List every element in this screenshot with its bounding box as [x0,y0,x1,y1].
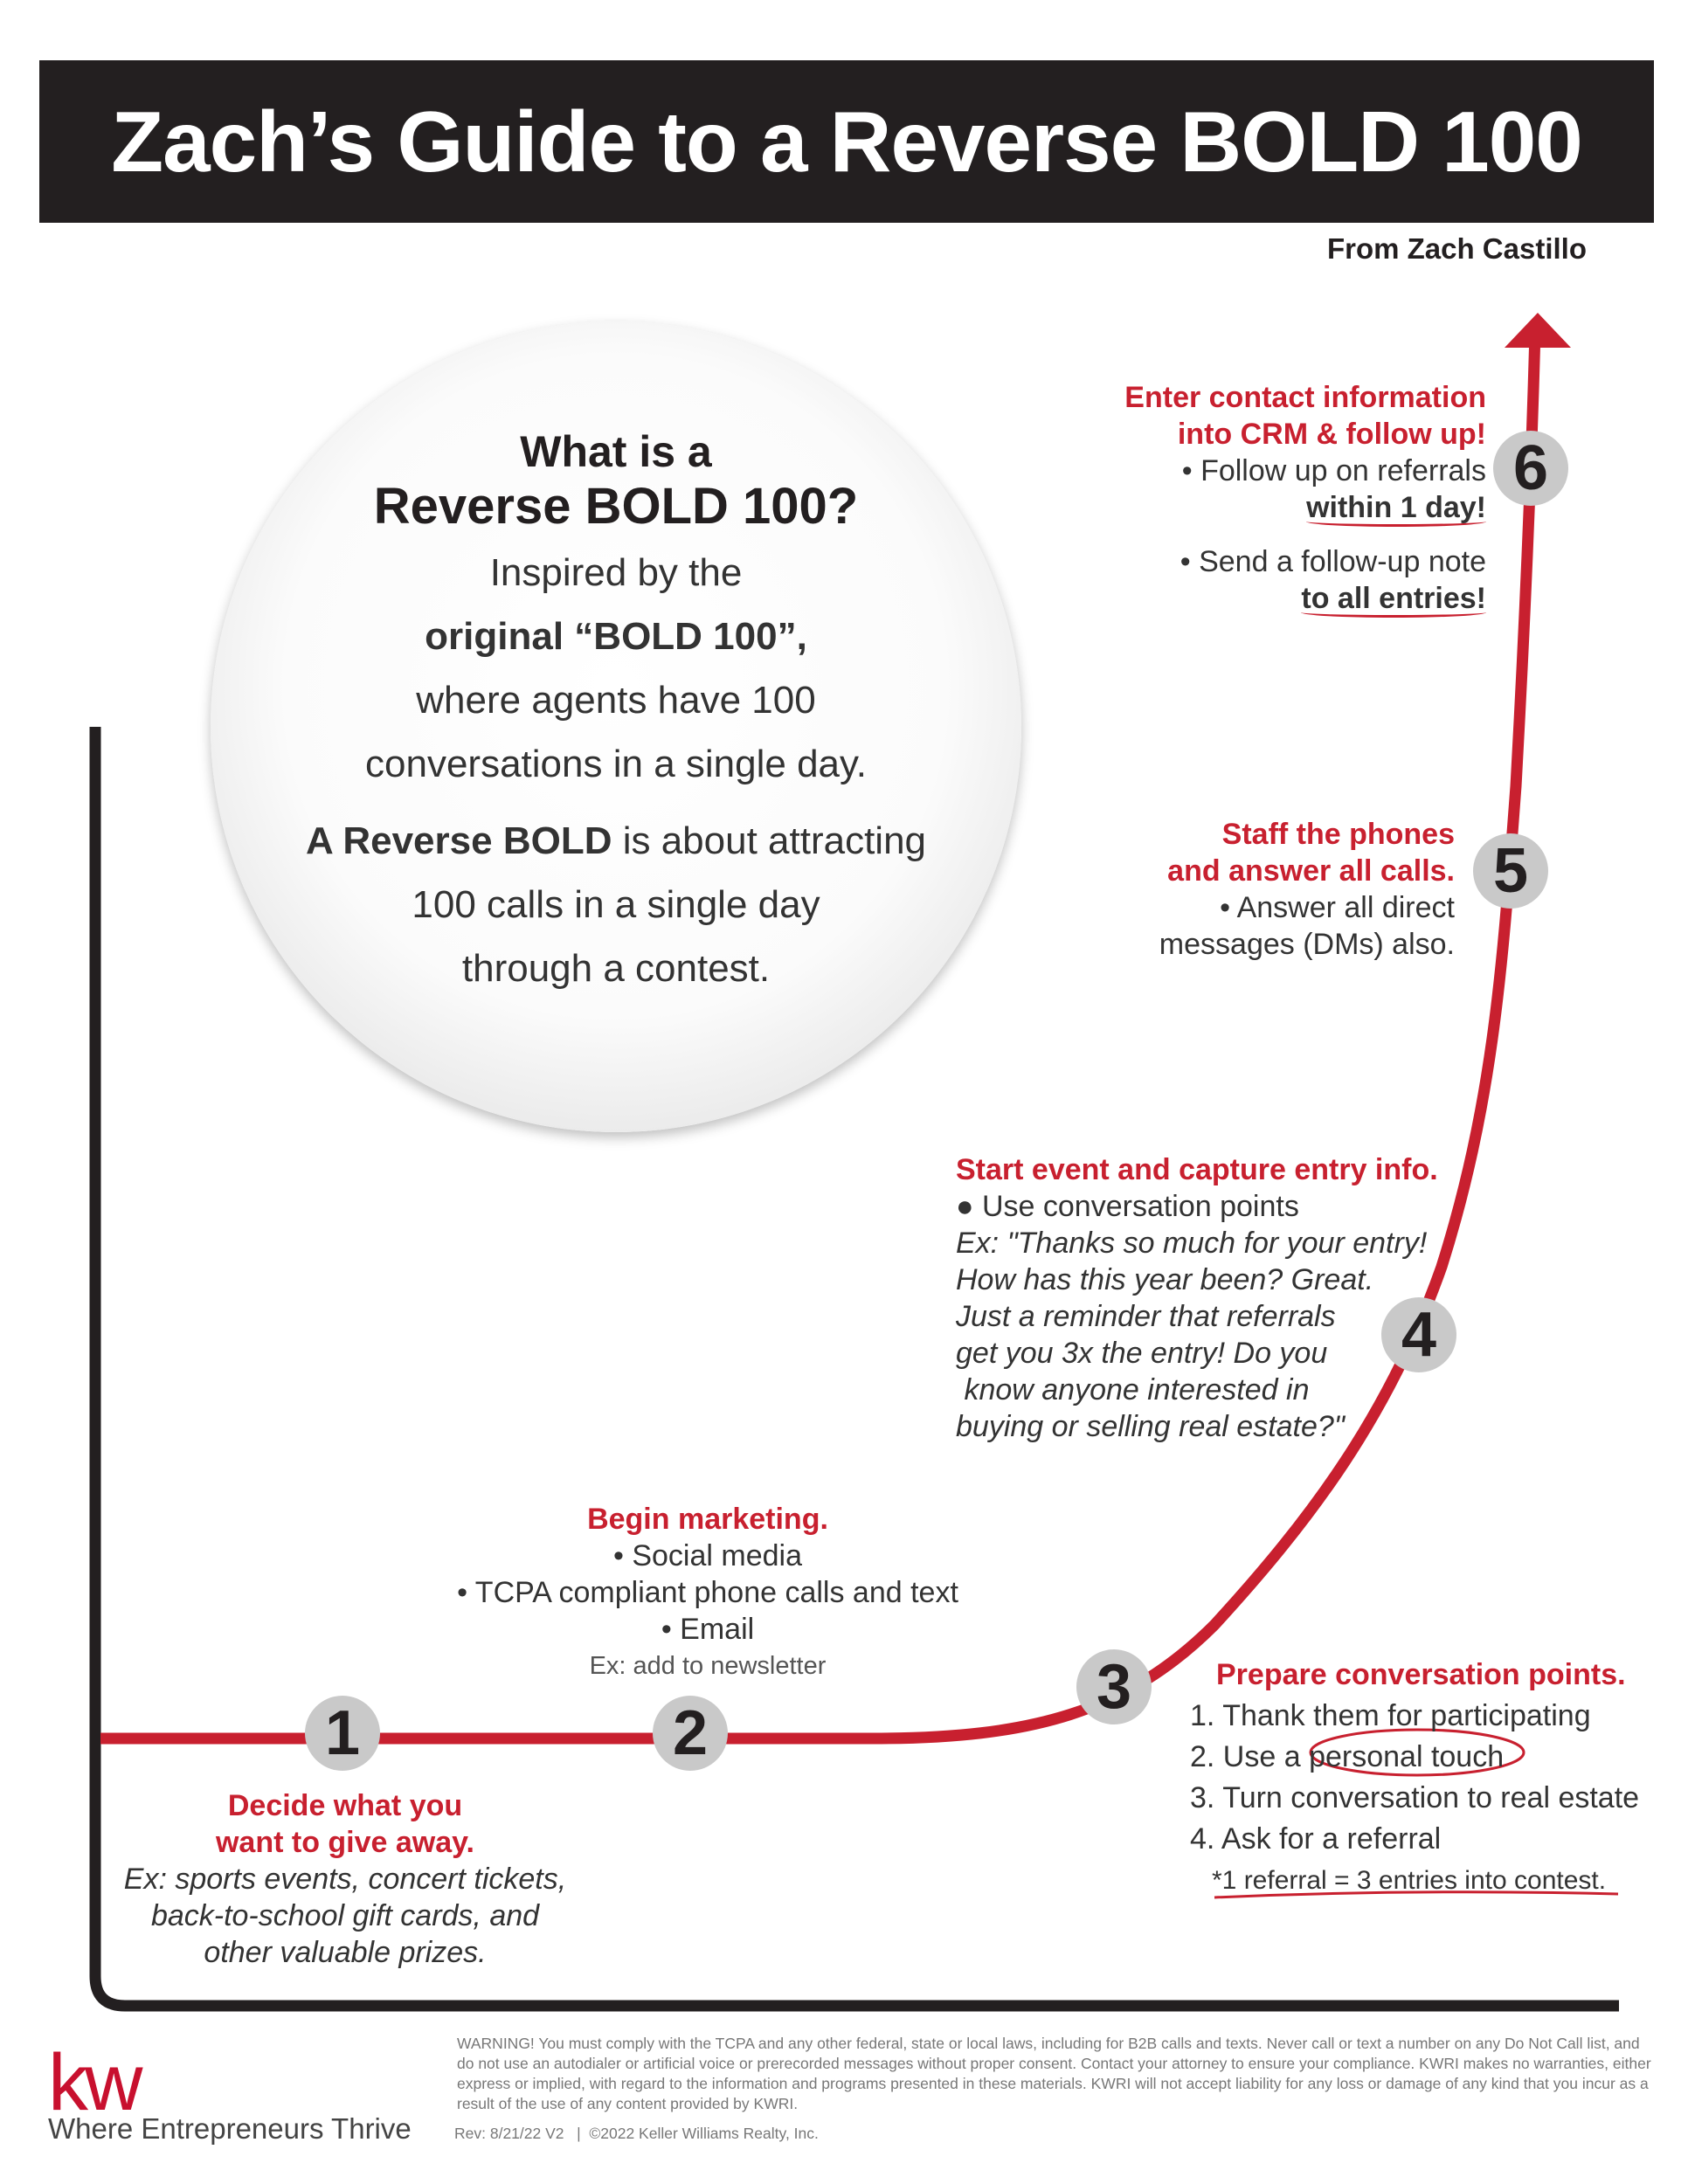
step-line-emphasis: to all entries! [1301,582,1486,618]
step-line: • Send a follow-up note [1180,545,1486,578]
warning-text: WARNING! You must comply with the TCPA a… [457,2035,1651,2112]
step-line: *1 referral = 3 entries into contest. [1212,1866,1607,1895]
byline: From Zach Castillo [1326,232,1587,265]
step-title: want to give away. [215,1826,474,1859]
circle-annotation [1309,1728,1525,1777]
step-line: messages (DMs) also. [1159,928,1455,961]
step-6-text: Enter contact information into CRM & fol… [1048,379,1486,618]
intro-circle: What is a Reverse BOLD 100? Inspired by … [211,321,1021,1132]
step-line: 4. Ask for a referral [1190,1822,1442,1856]
intro-text: conversations in a single day. [365,743,867,785]
step-3-text: Prepare conversation points. 1. Thank th… [1190,1655,1679,1901]
tagline: Where Entrepreneurs Thrive [48,2112,412,2145]
step-line: 1. Thank them for participating [1190,1699,1591,1732]
step-line: • Social media [612,1539,802,1572]
step-title: Decide what you [227,1789,463,1822]
step-badge-5: 5 [1473,833,1548,909]
intro-question-line2: Reverse BOLD 100? [373,478,859,535]
step-line: know anyone interested in [956,1373,1310,1406]
step-title: Enter contact information [1124,381,1486,414]
step-line: ● Use conversation points [956,1190,1299,1223]
title-banner: Zach’s Guide to a Reverse BOLD 100 [39,60,1654,223]
step-badge-2: 2 [653,1696,728,1771]
intro-text: Inspired by the [489,551,743,594]
step-line: Ex: "Thanks so much for your entry! [956,1227,1428,1260]
step-line: Ex: add to newsletter [589,1652,827,1680]
step-4-text: Start event and capture entry info. ● Us… [956,1151,1480,1445]
intro-text: through a contest. [461,947,771,990]
step-title: into CRM & follow up! [1177,418,1486,451]
axis-line [89,727,1619,2012]
step-5-text: Staff the phones and answer all calls. •… [1048,816,1455,963]
step-2-text: Begin marketing. • Social media • TCPA c… [419,1501,996,1684]
intro-text: A Reverse BOLD is about attracting [211,819,1021,863]
step-line: Just a reminder that referrals [956,1300,1336,1333]
intro-text: is about attracting [612,819,927,862]
step-badge-3: 3 [1076,1649,1152,1724]
step-badge-6: 6 [1493,431,1568,506]
step-line: How has this year been? Great. [956,1263,1374,1296]
intro-text: where agents have 100 [416,679,816,722]
step-line: within 1 day! [1048,489,1486,527]
page-title: Zach’s Guide to a Reverse BOLD 100 [111,93,1582,190]
kw-logo: kw [48,2038,142,2127]
arrow-head-icon [1505,313,1571,348]
step-title: and answer all calls. [1167,854,1455,888]
step-title: Begin marketing. [587,1503,828,1536]
step-badge-4: 4 [1381,1297,1456,1372]
step-title: Staff the phones [1221,818,1455,851]
revision-copyright: Rev: 8/21/22 V2 | ©2022 Keller Williams … [454,2125,819,2142]
step-line: 3. Turn conversation to real estate [1190,1781,1640,1814]
step-line: get you 3x the entry! Do you [956,1337,1328,1370]
intro-text: original “BOLD 100”, [425,615,807,658]
step-line: back-to-school gift cards, and [150,1899,540,1932]
step-line: • Follow up on referrals [1181,454,1486,487]
step-line-emphasis: within 1 day! [1306,491,1486,527]
step-line: to all entries! [1048,580,1486,618]
intro-text: 100 calls in a single day [412,883,820,926]
intro-bold: A Reverse BOLD [305,819,612,862]
step-line: other valuable prizes. [204,1936,487,1969]
step-line: Ex: sports events, concert tickets, [123,1863,567,1896]
step-title: Start event and capture entry info. [956,1153,1438,1186]
step-line: • Answer all direct [1220,891,1455,924]
step-line-text: 2. Use a [1190,1740,1310,1773]
step-line: • TCPA compliant phone calls and text [457,1576,958,1609]
intro-question-line1: What is a [520,427,712,476]
step-line: 2. Use a personal touch [1190,1737,1679,1778]
step-line: buying or selling real estate?" [956,1410,1345,1443]
step-title: Prepare conversation points. [1216,1658,1626,1691]
step-badge-1: 1 [305,1696,380,1771]
step-line: • Email [661,1613,755,1646]
step-1-text: Decide what you want to give away. Ex: s… [105,1787,585,1971]
underline-referral [1214,1890,1619,1899]
step-line-emphasis: personal touch [1309,1740,1505,1773]
